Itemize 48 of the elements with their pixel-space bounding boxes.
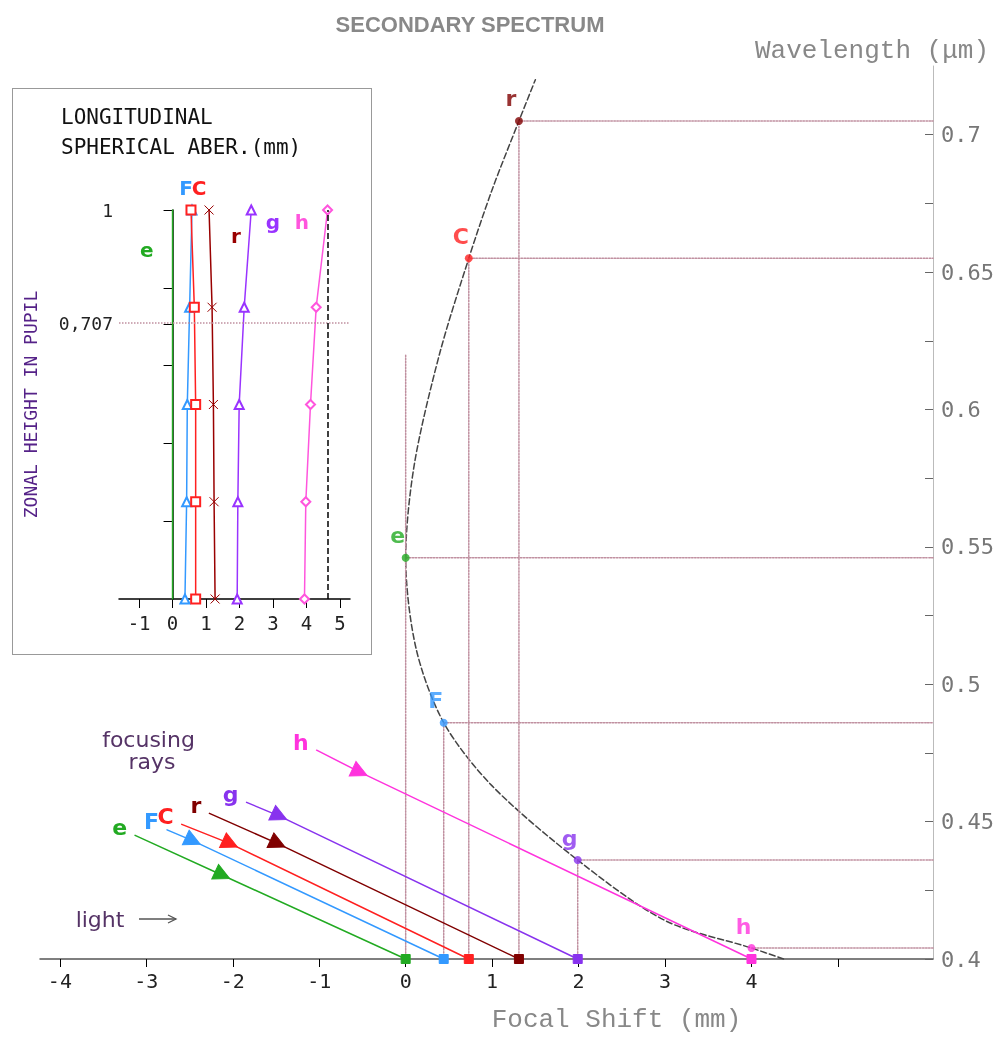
series-label: r [505,86,517,112]
series-label: h [735,913,752,939]
series-label: C [191,175,207,200]
x-tick-label: 1 [486,969,499,993]
x-tick-label: 2 [572,969,585,993]
x-tick-label: 0 [166,611,179,634]
series-label: g [222,781,239,807]
series-label: h [294,210,310,234]
y-tick-label: 0.65 [941,259,994,285]
series-label: e [112,814,128,840]
series-label: g [561,825,578,851]
x-tick-label: -4 [47,969,72,993]
x-tick-label: 5 [334,611,346,634]
series-label: F [179,175,193,200]
series-label: r [190,792,202,818]
series-label: C [157,803,174,829]
annotation: focusing rays [102,726,202,774]
x-axis-title: Focal Shift (mm) [491,1005,742,1035]
x-tick-label: -2 [220,969,245,993]
x-tick-label: 4 [745,969,758,993]
series-label: e [390,523,406,549]
y-axis-title: ZONAL HEIGHT IN PUPIL [19,290,41,519]
y-tick-label: 0.45 [941,809,994,835]
y-tick-label: 0,707 [58,313,113,335]
x-tick-label: 3 [659,969,672,993]
series-label: g [265,210,281,234]
series-label: e [139,238,154,262]
y-axis-title: Wavelength (μm) [754,36,990,66]
y-tick-label: 0.4 [941,946,981,972]
x-tick-label: 2 [233,611,246,634]
y-tick-label: 0.6 [941,396,981,422]
series-label: C [452,223,469,249]
chart-title: LONGITUDINAL SPHERICAL ABER.(mm) [61,105,302,159]
x-tick-label: -1 [307,969,332,993]
x-tick-label: -1 [127,611,151,634]
x-tick-label: 3 [267,611,279,634]
series-label: F [428,688,444,714]
y-tick-label: 0.7 [941,122,981,148]
x-tick-label: 0 [399,969,412,993]
x-tick-label: -3 [134,969,159,993]
series-label: h [292,729,309,755]
series-label: r [231,224,242,248]
x-tick-label: 1 [200,611,212,634]
y-tick-label: 0.55 [941,534,994,560]
annotation: light [75,906,125,932]
y-tick-label: 0.5 [941,671,981,697]
x-tick-label: 4 [300,611,313,634]
chart-title: SECONDARY SPECTRUM [335,11,605,37]
